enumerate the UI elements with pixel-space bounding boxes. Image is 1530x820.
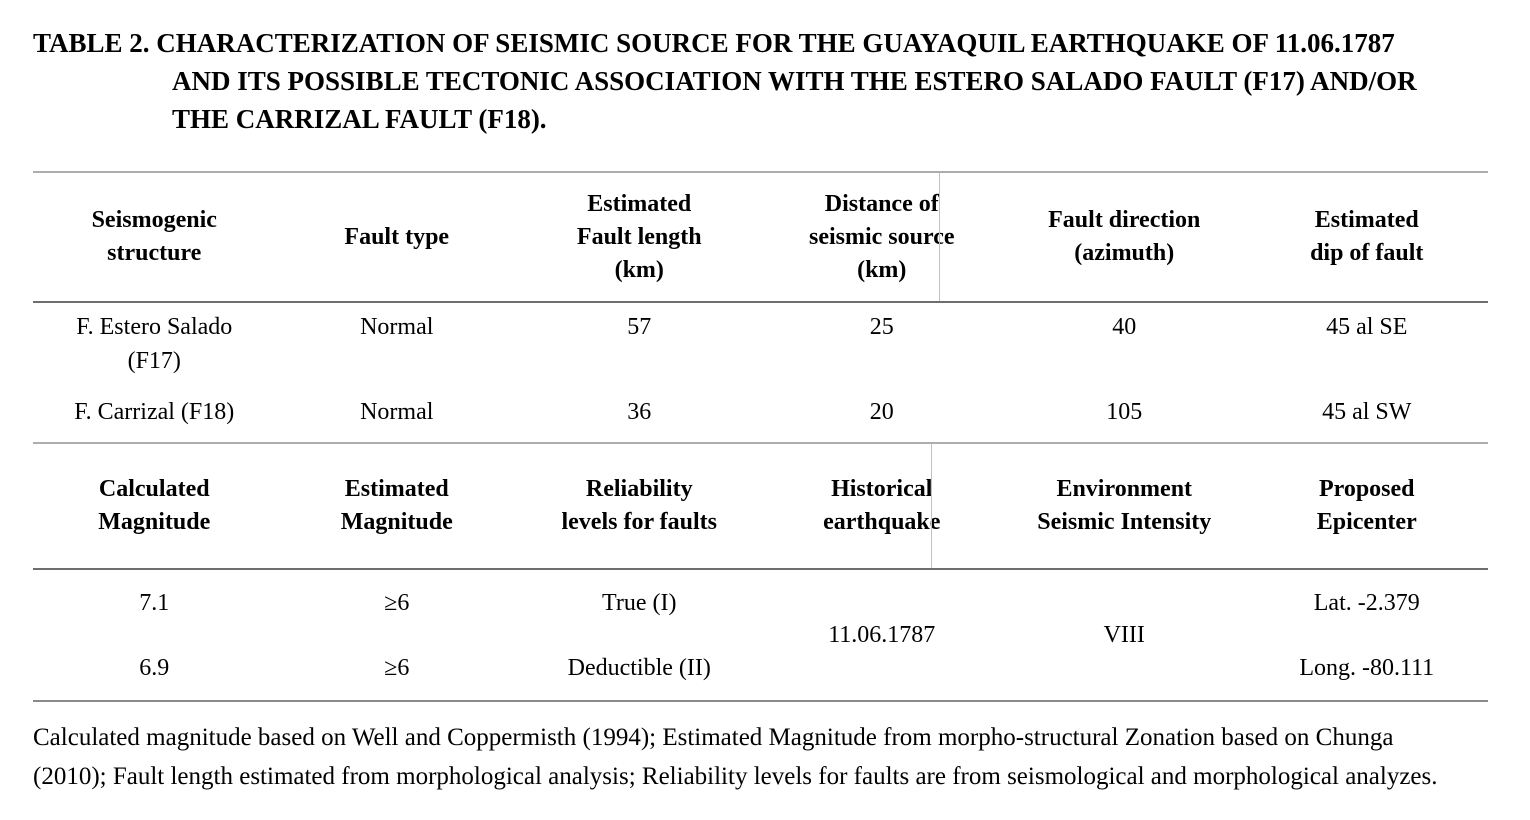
header-cell-historical-earthquake: Historical earthquake	[823, 476, 941, 535]
cell-structure-estero: F. Estero Salado (F17)	[76, 314, 233, 374]
table-title-line-2: AND ITS POSSIBLE TECTONIC ASSOCIATION WI…	[172, 66, 1417, 96]
cell-distance-carrizal: 20	[869, 399, 894, 425]
header-cell-seismic-intensity: Environment Seismic Intensity	[1037, 476, 1212, 535]
cell-length-estero: 57	[627, 314, 652, 340]
cell-estimated-magnitude-1: ≥6	[384, 589, 410, 616]
cell-seismic-intensity: VIII	[1103, 622, 1145, 648]
cell-reliability-2: Deductible (II)	[567, 654, 711, 681]
header-row-2: Calculated Magnitude Estimated Magnitude…	[33, 444, 1488, 568]
cell-calculated-magnitude-2: 6.9	[139, 654, 170, 681]
footnote-line-2: (2010); Fault length estimated from morp…	[33, 763, 1438, 790]
cell-azimuth-estero: 40	[1112, 314, 1137, 340]
table-footnote: Calculated magnitude based on Well and C…	[33, 718, 1513, 796]
header-cell-proposed-epicenter: Proposed Epicenter	[1316, 476, 1417, 535]
header-cell-border	[939, 173, 940, 301]
cell-faulttype-carrizal: Normal	[360, 399, 434, 425]
header-cell-distance: Distance of seismic source (km)	[808, 190, 955, 283]
header-cell-seismogenic-structure: Seismogenic structure	[91, 207, 217, 266]
data-rows-magnitudes: 7.1 ≥6 True (I) 11.06.1787 VIII Lat. -2.…	[33, 570, 1488, 700]
header-cell-border	[931, 444, 932, 568]
table-rule	[33, 301, 1488, 303]
header-cell-fault-direction: Fault direction (azimuth)	[1048, 207, 1201, 266]
header-cell-fault-length: Estimated Fault length (km)	[576, 190, 702, 283]
header-cell-fault-type: Fault type	[344, 223, 450, 250]
cell-historical-earthquake: 11.06.1787	[828, 622, 936, 648]
footnote-line-1: Calculated magnitude based on Well and C…	[33, 724, 1394, 751]
cell-azimuth-carrizal: 105	[1106, 399, 1143, 425]
cell-faulttype-estero: Normal	[360, 314, 434, 340]
cell-dip-carrizal: 45 al SW	[1322, 399, 1412, 425]
cell-length-carrizal: 36	[627, 399, 652, 425]
table-title-line-1: TABLE 2. CHARACTERIZATION OF SEISMIC SOU…	[33, 28, 1395, 58]
table-rule	[33, 568, 1488, 570]
cell-estimated-magnitude-2: ≥6	[384, 654, 410, 681]
cell-dip-estero: 45 al SE	[1326, 314, 1408, 340]
cell-calculated-magnitude-1: 7.1	[139, 589, 170, 616]
cell-epicenter-lat: Lat. -2.379	[1313, 589, 1420, 616]
cell-reliability-1: True (I)	[602, 589, 677, 616]
cell-distance-estero: 25	[869, 314, 894, 340]
table-title: TABLE 2. CHARACTERIZATION OF SEISMIC SOU…	[33, 24, 1513, 138]
data-rows-faults: F. Estero Salado (F17) Normal 57 25 40 4…	[33, 303, 1488, 442]
header-cell-dip: Estimated dip of fault	[1310, 207, 1424, 266]
table-title-line-3: THE CARRIZAL FAULT (F18).	[172, 104, 547, 134]
header-row-1: Seismogenic structure Fault type Estimat…	[33, 173, 1488, 301]
cell-structure-carrizal: F. Carrizal (F18)	[74, 399, 235, 425]
header-cell-calculated-magnitude: Calculated Magnitude	[98, 476, 211, 535]
table-rule-bottom	[33, 700, 1488, 702]
cell-epicenter-long: Long. -80.111	[1299, 654, 1435, 681]
header-cell-reliability: Reliability levels for faults	[561, 476, 718, 535]
seismic-source-table: Seismogenic structure Fault type Estimat…	[33, 171, 1488, 702]
table-rule-top	[33, 171, 1488, 173]
table-rule	[33, 442, 1488, 444]
header-cell-estimated-magnitude: Estimated Magnitude	[340, 476, 453, 535]
